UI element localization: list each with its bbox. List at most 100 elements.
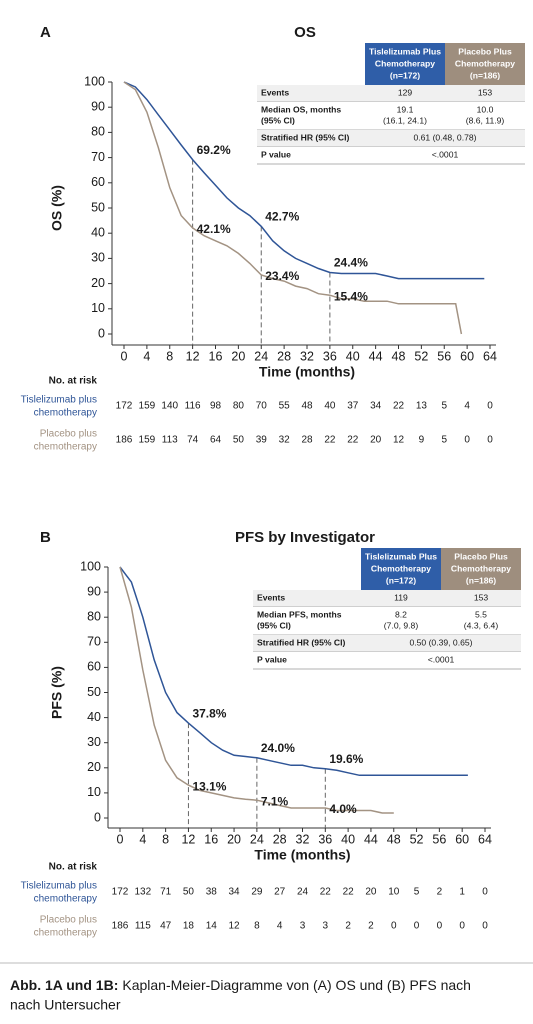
risk-value: 55 xyxy=(279,401,291,412)
risk-value: 0 xyxy=(414,921,420,932)
x-tick-label: 8 xyxy=(166,349,173,363)
y-tick-label: 10 xyxy=(87,785,101,799)
risk-value: 4 xyxy=(464,401,470,412)
y-tick-label: 60 xyxy=(87,660,101,674)
risk-value: 29 xyxy=(251,887,263,898)
y-tick-label: 100 xyxy=(84,74,105,88)
x-tick-label: 40 xyxy=(346,349,360,363)
landmark-label: 4.0% xyxy=(329,802,357,816)
x-tick-label: 12 xyxy=(186,349,200,363)
risk-label: Placebo plus xyxy=(40,429,97,440)
caption-text: nach Untersucher xyxy=(10,997,121,1013)
table-row xyxy=(257,147,525,164)
risk-value: 22 xyxy=(324,435,336,446)
risk-value: 115 xyxy=(135,921,151,932)
x-tick-label: 48 xyxy=(387,832,401,846)
landmark-label: 23.4% xyxy=(265,269,299,283)
landmark-label: 42.7% xyxy=(265,210,299,224)
table-row xyxy=(253,590,521,607)
risk-value: 4 xyxy=(277,921,283,932)
x-tick-label: 44 xyxy=(369,349,383,363)
survival-curve xyxy=(123,81,485,280)
y-tick-label: 20 xyxy=(91,276,105,290)
table-cell: 153 xyxy=(474,592,489,602)
table-row xyxy=(253,607,521,635)
risk-value: 159 xyxy=(139,435,156,446)
risk-value: 10 xyxy=(388,887,400,898)
risk-value: 172 xyxy=(112,887,129,898)
risk-value: 50 xyxy=(183,887,195,898)
x-tick-label: 64 xyxy=(483,349,497,363)
risk-value: 71 xyxy=(160,887,172,898)
risk-value: 22 xyxy=(393,401,405,412)
risk-value: 0 xyxy=(487,435,493,446)
y-tick-label: 60 xyxy=(91,175,105,189)
y-tick-label: 30 xyxy=(87,735,101,749)
risk-value: 64 xyxy=(210,435,222,446)
x-tick-label: 48 xyxy=(392,349,406,363)
table-cell: (4.3, 6.4) xyxy=(464,620,499,630)
risk-value: 28 xyxy=(301,435,313,446)
landmark-label: 15.4% xyxy=(334,289,368,303)
x-tick-label: 32 xyxy=(300,349,314,363)
table-cell: 8.2 xyxy=(395,609,407,619)
x-tick-label: 40 xyxy=(341,832,355,846)
risk-value: 0 xyxy=(437,921,443,932)
risk-value: 0 xyxy=(482,921,488,932)
survival-curve xyxy=(123,81,463,335)
landmark-label: 42.1% xyxy=(197,222,231,236)
table-row-label: Events xyxy=(257,592,285,602)
table-cell: 129 xyxy=(398,87,413,97)
risk-label: Tislelizumab plus xyxy=(21,395,97,406)
table-header-text: Placebo Plus xyxy=(458,46,512,56)
risk-value: 98 xyxy=(210,401,222,412)
landmark-label: 69.2% xyxy=(197,143,231,157)
risk-value: 5 xyxy=(414,887,420,898)
table-cell: (8.6, 11.9) xyxy=(466,115,505,125)
table-header-text: Chemotherapy xyxy=(371,563,431,573)
risk-label: chemotherapy xyxy=(34,894,97,905)
table-cell: (7.0, 9.8) xyxy=(384,620,419,630)
table-cell: <.0001 xyxy=(432,149,459,159)
risk-value: 74 xyxy=(187,435,199,446)
x-tick-label: 16 xyxy=(209,349,223,363)
table-row-label: Median OS, months xyxy=(261,104,341,114)
risk-label: Tislelizumab plus xyxy=(21,881,97,892)
risk-value: 13 xyxy=(416,401,428,412)
table-row-label: P value xyxy=(257,654,287,664)
risk-value: 0 xyxy=(464,435,470,446)
table-cell: (16.1, 24.1) xyxy=(383,115,427,125)
risk-value: 70 xyxy=(256,401,268,412)
risk-label: chemotherapy xyxy=(34,928,97,939)
risk-value: 20 xyxy=(365,887,377,898)
risk-value: 0 xyxy=(459,921,465,932)
table-header-cell xyxy=(441,548,521,590)
y-tick-label: 20 xyxy=(87,760,101,774)
chart-title: PFS by Investigator xyxy=(235,529,375,546)
y-tick-label: 80 xyxy=(87,609,101,623)
table-header-text: (n=172) xyxy=(386,575,416,585)
x-tick-label: 64 xyxy=(478,832,492,846)
y-tick-label: 90 xyxy=(87,584,101,598)
table-cell: 153 xyxy=(478,87,493,97)
x-tick-label: 24 xyxy=(254,349,268,363)
x-tick-label: 0 xyxy=(121,349,128,363)
table-cell: 0.61 (0.48, 0.78) xyxy=(413,132,476,142)
risk-value: 22 xyxy=(320,887,332,898)
table-row-label: Median PFS, months xyxy=(257,609,342,619)
table-header-cell xyxy=(365,43,445,85)
table-row-label: P value xyxy=(261,149,291,159)
table-header-blank xyxy=(253,548,361,590)
risk-value: 116 xyxy=(185,401,201,412)
x-tick-label: 56 xyxy=(437,349,451,363)
x-tick-label: 44 xyxy=(364,832,378,846)
risk-value: 34 xyxy=(229,887,241,898)
risk-value: 12 xyxy=(393,435,405,446)
caption-label: Abb. 1A und 1B: xyxy=(10,977,118,993)
table-header-text: (n=172) xyxy=(390,70,420,80)
x-tick-label: 16 xyxy=(204,832,218,846)
risk-value: 3 xyxy=(323,921,329,932)
table-header-text: Tislelizumab Plus xyxy=(369,46,441,56)
x-tick-label: 36 xyxy=(318,832,332,846)
